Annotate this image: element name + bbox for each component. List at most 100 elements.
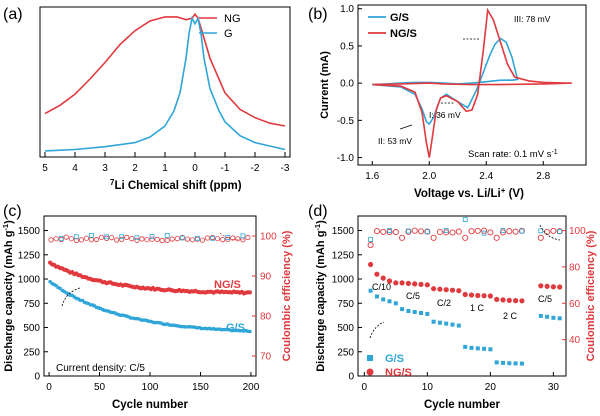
y-right-tick-label: 40	[569, 335, 581, 346]
gs-capacity-point	[463, 344, 468, 349]
ngs-efficiency-point	[174, 236, 180, 242]
ngs-efficiency-point	[164, 237, 170, 243]
gs-capacity-point	[103, 308, 107, 312]
ngs-efficiency-point	[386, 228, 393, 236]
ngs-efficiency-point	[373, 228, 380, 235]
gs-capacity-point	[98, 306, 103, 310]
series-ng-line	[44, 12, 286, 127]
gs-capacity-point	[80, 298, 84, 303]
ngs-efficiency-point	[204, 235, 211, 241]
y-tick-label: 250	[23, 347, 40, 358]
ngs-efficiency-point	[481, 227, 488, 234]
gs-efficiency-point	[538, 228, 544, 234]
gs-capacity-point	[381, 297, 386, 302]
ngs-capacity-point	[456, 288, 462, 294]
gs-capacity-point	[107, 309, 111, 313]
ngs-efficiency-point	[417, 228, 425, 235]
ngs-capacity-point	[443, 287, 449, 293]
gs-efficiency-point	[164, 232, 170, 238]
ngs-efficiency-point	[139, 236, 145, 242]
panel-d-ylabel: Discharge capacity (mAh g-1)	[313, 220, 328, 372]
gs-efficiency-point	[368, 237, 374, 243]
gs-capacity-point	[208, 326, 212, 330]
panel-d-series	[367, 217, 563, 366]
rate-label-c5: C/5	[406, 291, 420, 301]
panel-d-ylabel-right: Coulombic efficiency (%)	[585, 230, 597, 361]
gs-capacity-point	[236, 328, 240, 332]
panel-d-frame	[357, 215, 567, 377]
gs-capacity-point	[419, 311, 423, 315]
gs-capacity-point	[175, 324, 179, 328]
ngs-efficiency-point	[129, 236, 135, 242]
ngs-capacity-point	[494, 296, 500, 302]
gs-capacity-point	[220, 328, 224, 332]
gs-capacity-point	[113, 311, 117, 315]
ngs-efficiency-point	[220, 237, 226, 243]
ngs-efficiency-point	[245, 234, 251, 240]
y-right-tick-label: 80	[569, 262, 581, 273]
ngs-efficiency-point	[124, 234, 130, 240]
ngs-efficiency-point	[63, 234, 69, 240]
rate-label-c10: C/10	[372, 282, 391, 292]
gs-capacity-point	[545, 314, 550, 319]
gs-capacity-point	[203, 326, 208, 330]
gs-capacity-point	[214, 327, 218, 331]
ngs-efficiency-point	[93, 236, 100, 243]
gs-efficiency-point	[462, 217, 468, 223]
y-tick-label: 1000	[18, 275, 41, 286]
ngs-efficiency-point	[189, 237, 195, 243]
ngs-efficiency-point	[144, 237, 150, 243]
gs-capacity-point	[70, 293, 74, 297]
gs-capacity-point	[557, 316, 562, 321]
panel-d-legend: G/S NG/S	[366, 353, 412, 379]
ngs-capacity-point	[380, 275, 386, 281]
gs-capacity-point	[191, 325, 195, 329]
gs-capacity-point	[189, 325, 193, 329]
gs-capacity-point	[133, 317, 137, 321]
x-tick-label: 0	[362, 382, 368, 393]
gs-capacity-point	[62, 289, 66, 294]
ngs-efficiency-point	[58, 236, 64, 243]
gs-capacity-point	[129, 316, 133, 320]
ngs-efficiency-point	[230, 235, 236, 241]
annotation-ii: II: 53 mV	[378, 136, 412, 146]
ngs-efficiency-point	[235, 236, 241, 242]
y-tick-label: 0	[348, 372, 354, 383]
gs-capacity-point	[135, 317, 139, 321]
y-tick-label: 1500	[18, 226, 41, 237]
y-tick-label: 500	[337, 323, 354, 334]
panel-a-x-ticks: 5 4 3 2 1 0 -1 -2 -3	[42, 152, 290, 174]
x-tick-label: 2.0	[422, 171, 436, 182]
ngs-capacity-point	[544, 283, 550, 289]
ngs-efficiency-point	[134, 237, 140, 243]
gs-capacity-point	[86, 301, 90, 306]
gs-capacity-point	[111, 311, 115, 315]
ngs-capacity-point	[437, 286, 443, 292]
gs-capacity-point	[400, 307, 405, 312]
gs-capacity-point	[155, 320, 159, 325]
y-tick-label: 0	[34, 372, 40, 383]
gs-capacity-point	[488, 347, 493, 352]
gs-capacity-point	[151, 320, 155, 324]
panel-b-frame	[357, 4, 587, 166]
panel-a-xlabel: 7Li Chemical shift (ppm)	[110, 178, 242, 193]
gs-capacity-point	[163, 322, 167, 327]
gs-capacity-point	[84, 301, 88, 305]
gs-capacity-point	[450, 322, 455, 327]
gs-capacity-point	[185, 325, 189, 329]
panel-b-ylabel: Current (mA)	[319, 51, 331, 119]
ngs-efficiency-point	[48, 237, 54, 243]
panel-c-label: (c)	[3, 203, 22, 220]
gs-capacity-point	[127, 315, 131, 319]
gs-capacity-point	[56, 285, 60, 290]
gs-capacity-point	[137, 317, 141, 321]
gs-capacity-point	[60, 288, 64, 292]
x-tick-label: 0	[46, 382, 52, 393]
gs-efficiency-point	[387, 228, 392, 233]
rate-label-c2: C/2	[437, 298, 451, 308]
gs-capacity-point	[216, 327, 220, 331]
gs-capacity-point	[64, 291, 68, 295]
rate-label-c5b: C/5	[538, 294, 552, 304]
ngs-capacity-point	[481, 293, 487, 299]
gs-capacity-point	[538, 313, 543, 318]
